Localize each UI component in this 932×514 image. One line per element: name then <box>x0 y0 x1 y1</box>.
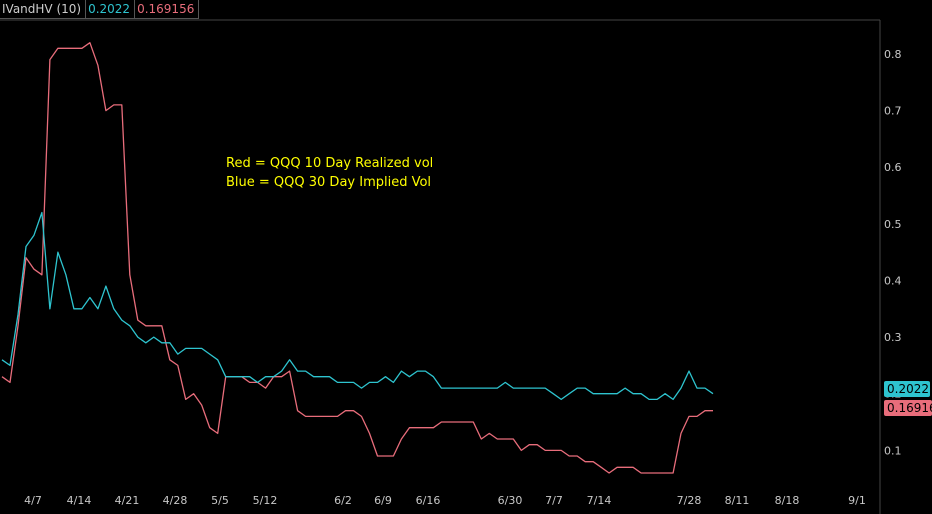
x-tick-label: 8/18 <box>775 494 800 507</box>
annotation-line-2: Blue = QQQ 30 Day Implied Vol <box>226 175 431 190</box>
hv-series-line <box>1 42 713 474</box>
y-tick-label: 0.4 <box>884 274 902 287</box>
x-tick-label: 7/14 <box>587 494 612 507</box>
series-lines <box>1 42 714 474</box>
y-tick-label: 0.5 <box>884 218 902 231</box>
y-tick-label: 0.1 <box>884 444 902 457</box>
x-tick-label: 8/11 <box>725 494 750 507</box>
hv-value-badge: 0.16916 <box>884 400 932 416</box>
study-name-label[interactable]: IVandHV (10) <box>0 0 87 19</box>
x-tick-label: 5/12 <box>253 494 278 507</box>
hv-header-value: 0.169156 <box>135 0 200 19</box>
x-tick-label: 7/28 <box>677 494 702 507</box>
iv-value-badge: 0.2022 <box>884 381 930 397</box>
x-tick-label: 6/9 <box>374 494 392 507</box>
x-axis-ticks: 4/7 4/14 4/21 4/28 5/5 5/12 6/2 6/9 6/16 6/30 7/7 7… <box>24 494 866 507</box>
iv-badge-text: 0.2022 <box>887 382 929 396</box>
annotation-line-1: Red = QQQ 10 Day Realized vol <box>226 156 433 171</box>
x-tick-label: 4/7 <box>24 494 42 507</box>
x-tick-label: 4/14 <box>67 494 92 507</box>
y-tick-label: 0.6 <box>884 161 902 174</box>
y-tick-label: 0.8 <box>884 48 902 61</box>
x-tick-label: 5/5 <box>211 494 229 507</box>
x-tick-label: 9/1 <box>848 494 866 507</box>
y-tick-label: 0.3 <box>884 331 902 344</box>
x-tick-label: 4/21 <box>115 494 140 507</box>
x-tick-label: 6/16 <box>416 494 441 507</box>
hv-badge-text: 0.16916 <box>887 401 932 415</box>
x-tick-label: 7/7 <box>545 494 563 507</box>
iv-header-value: 0.2022 <box>86 0 136 19</box>
study-header: IVandHV (10) 0.2022 0.169156 <box>0 0 200 19</box>
x-tick-label: 6/2 <box>334 494 352 507</box>
x-tick-label: 4/28 <box>163 494 188 507</box>
iv-series-line <box>1 211 714 401</box>
y-tick-label: 0.7 <box>884 105 902 118</box>
x-tick-label: 6/30 <box>498 494 523 507</box>
